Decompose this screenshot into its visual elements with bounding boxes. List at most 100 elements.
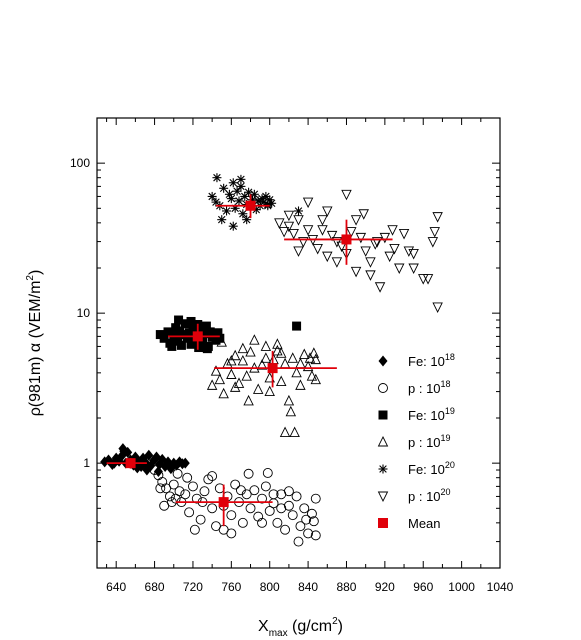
data-point [237,342,249,354]
data-point [174,315,184,325]
x-tick-label: 880 [336,580,356,594]
data-point [207,471,218,482]
data-point [215,333,225,343]
legend-entry: Fe: 1018 [378,352,455,369]
data-point [398,228,410,240]
data-point [283,394,295,406]
plot-frame [96,117,501,569]
data-point [172,468,183,479]
data-point [236,174,246,184]
data-point [234,196,244,206]
data-point [257,493,267,504]
data-point [218,387,229,399]
data-point [293,536,304,547]
data-point [312,243,323,255]
data-point [326,230,338,242]
data-point [350,266,362,278]
series-4 [207,173,303,231]
data-point [358,209,369,220]
x-tick-label: 1000 [448,580,475,594]
data-point [432,302,443,313]
data-point [168,479,179,490]
data-point [374,282,386,293]
data-point [322,206,333,217]
legend-entry: Fe: 1019 [378,406,455,423]
data-point [216,336,227,347]
data-point [283,210,295,222]
data-point [341,189,352,201]
data-point [256,359,268,370]
data-point [288,228,299,240]
x-axis-label-part: max [269,628,288,639]
data-point [201,321,211,331]
data-point [164,491,175,502]
data-point [217,215,227,225]
y-tick-label: 1 [83,456,90,470]
mean-point [192,331,203,342]
y-axis-label: ρ(981m) α (VEM/m2) [25,270,44,417]
data-point [188,324,198,334]
data-point [180,489,191,500]
data-point [304,352,316,363]
data-point [214,373,226,385]
data-point [293,215,304,226]
data-point [389,243,400,255]
legend-label-text: p : 10 [408,435,441,450]
data-point [346,227,357,238]
data-point [365,270,376,281]
data-point [283,486,294,497]
legend-entry: Fe: 1020 [378,460,455,477]
data-point [199,329,209,339]
data-point [155,483,166,494]
legend-marker [378,383,388,393]
data-point [302,360,314,372]
data-point [252,383,264,394]
x-tick-label: 1040 [487,580,514,594]
data-point [229,381,241,392]
data-point [238,209,248,219]
data-point [264,385,275,397]
data-point [262,468,273,478]
x-axis-label-part: 2 [332,616,338,627]
data-point [355,232,367,244]
legend-label-exponent: 18 [441,379,451,389]
data-point [291,366,302,378]
data-point [384,251,395,263]
data-point [241,370,252,381]
legend-label-text: p : 10 [408,489,441,504]
axes: 640 680 720 760 800 840 880 920 960 1000 1040 1 10 10… [70,117,514,594]
data-point [403,246,415,257]
legend-label: p : 1019 [408,433,451,450]
data-point [249,485,260,496]
x-tick-label: 760 [221,580,241,594]
data-point [299,348,310,359]
mean-point [218,497,229,508]
legend-entry: Mean [378,516,441,531]
data-point [257,517,267,528]
x-tick-label: 640 [106,580,126,594]
data-point [226,354,237,366]
data-point [310,530,321,541]
x-tick-label: 800 [260,580,280,594]
legend-label-text: Fe: 10 [408,354,445,369]
legend-label-text: p : 10 [408,381,441,396]
mean-point [245,200,256,211]
data-point [317,225,328,236]
data-point [365,257,376,268]
data-point [264,506,275,516]
data-point [387,225,398,236]
data-point [260,481,271,492]
data-point [260,352,272,363]
data-point [219,183,229,193]
data-point [237,517,248,528]
data-point [159,333,169,343]
data-point [207,191,217,201]
data-point [308,347,320,358]
x-tick-label: 920 [375,580,395,594]
legend-label: p : 1018 [408,379,451,396]
data-point [207,503,218,514]
legend-label: Fe: 1018 [408,352,455,369]
legend-entry: p : 1020 [377,487,451,504]
data-point [226,194,236,204]
